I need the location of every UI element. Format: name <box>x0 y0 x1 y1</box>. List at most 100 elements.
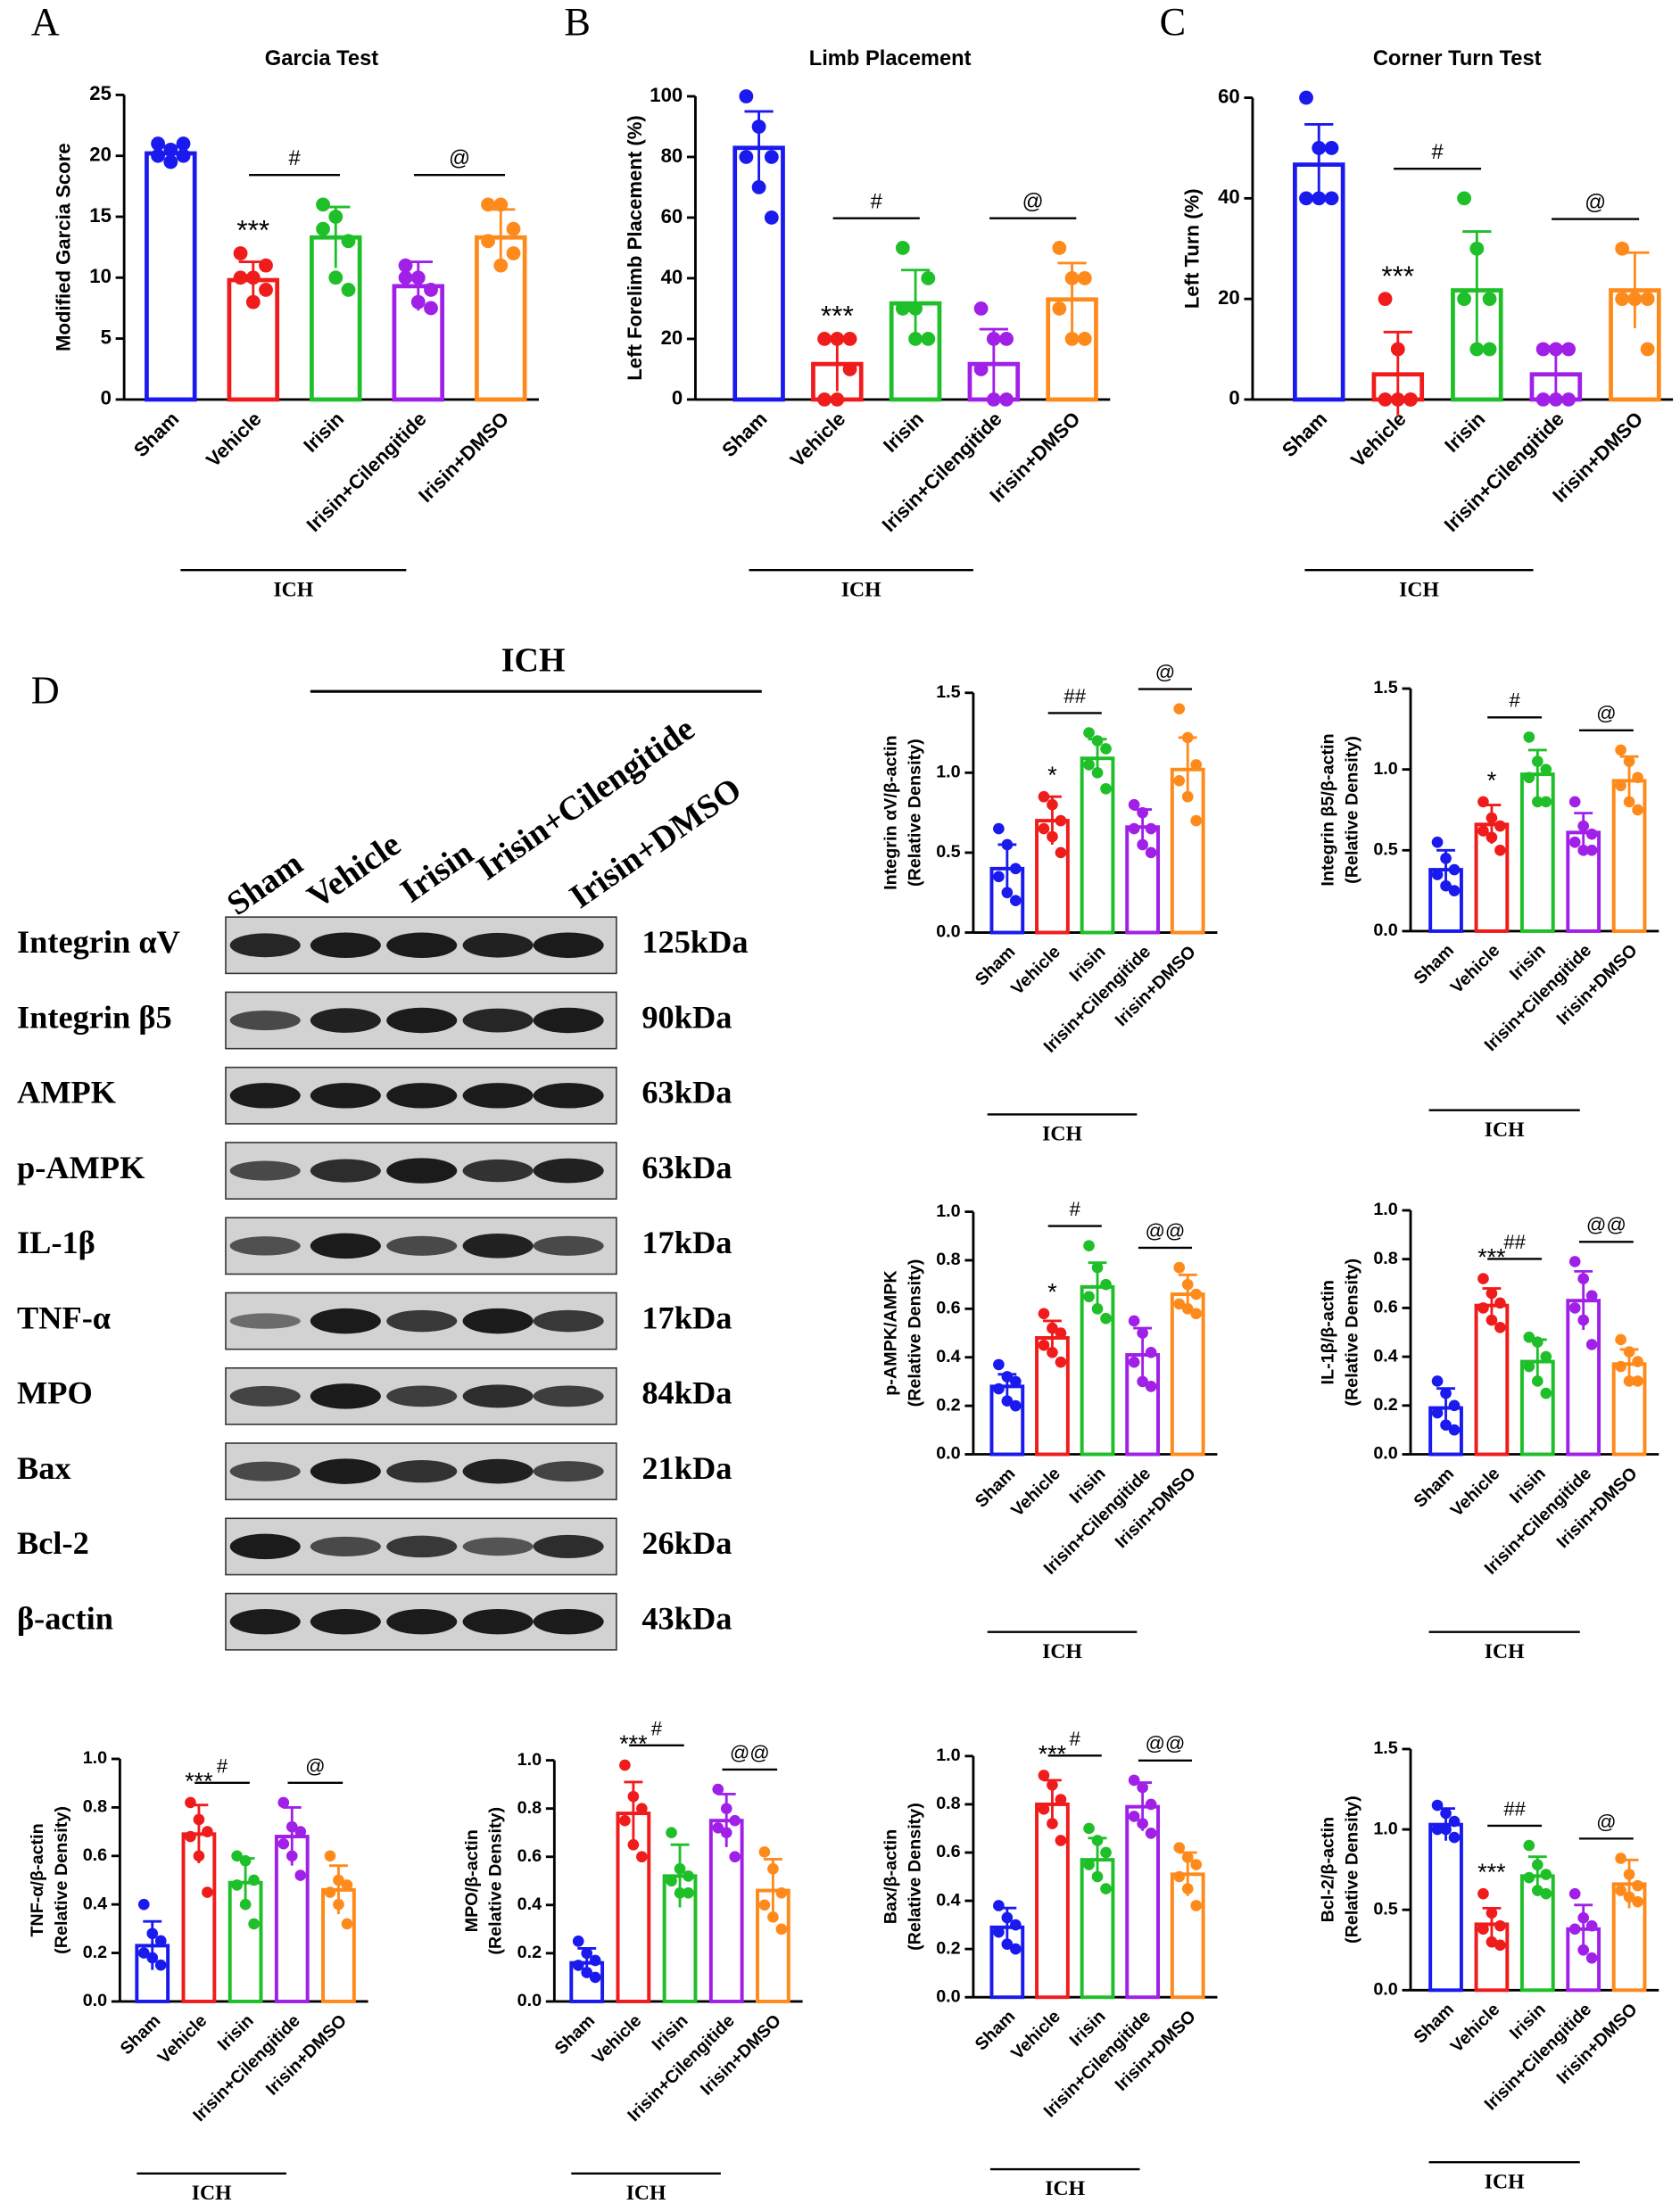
data-point <box>1091 735 1104 747</box>
size-label: 125kDa <box>641 924 748 960</box>
data-point <box>1137 838 1148 851</box>
data-point <box>908 332 923 346</box>
data-point <box>1623 755 1635 767</box>
data-point <box>1083 727 1095 739</box>
data-point <box>1431 869 1444 880</box>
data-point <box>1077 271 1092 285</box>
data-point <box>328 270 343 285</box>
y-axis-label: Integrin αV/β-actin <box>881 735 900 889</box>
data-point <box>1448 1399 1461 1412</box>
data-point <box>842 362 857 376</box>
data-point <box>1494 1297 1506 1309</box>
y-tick-label: 80 <box>661 144 683 167</box>
y-axis-label: Left Forelimb Placement (%) <box>624 115 646 381</box>
y-tick-label: 60 <box>1218 85 1240 107</box>
data-point <box>1615 780 1626 792</box>
data-point <box>572 1960 584 1971</box>
data-point <box>775 1923 788 1936</box>
size-label: 63kDa <box>641 1150 732 1185</box>
data-point <box>233 270 248 285</box>
data-point <box>1540 1869 1552 1880</box>
data-point <box>1531 1885 1543 1896</box>
blot-band <box>462 1234 534 1259</box>
data-point <box>1477 1302 1489 1314</box>
y-axis-label: (Relative Density) <box>905 739 924 887</box>
data-point <box>1378 292 1393 307</box>
bar <box>1566 1927 1601 1993</box>
blot-band <box>310 1608 381 1635</box>
data-point <box>993 822 1005 835</box>
blot-band <box>386 1385 458 1407</box>
data-point <box>1531 755 1543 767</box>
data-point <box>1038 1339 1050 1351</box>
protein-label: MPO <box>17 1375 93 1411</box>
data-point <box>619 1814 631 1827</box>
data-point <box>729 1851 741 1863</box>
data-point <box>1010 1399 1022 1412</box>
y-tick-label: 1.0 <box>1373 1200 1397 1219</box>
significance: # <box>288 147 301 170</box>
data-point <box>1064 271 1080 285</box>
group-label: ICH <box>1399 578 1439 601</box>
significance: * <box>1047 762 1057 788</box>
y-tick-label: 1.0 <box>936 1746 960 1765</box>
data-point <box>1055 846 1067 859</box>
data-point <box>758 1846 771 1858</box>
data-point <box>666 1875 677 1887</box>
blot-band <box>229 1010 301 1031</box>
y-tick-label: 1.0 <box>936 763 960 782</box>
data-point <box>1001 838 1014 851</box>
significance: @@ <box>1145 1219 1185 1242</box>
data-point <box>1181 1303 1194 1315</box>
data-point <box>921 332 936 346</box>
data-point <box>1440 1823 1452 1836</box>
data-point <box>1047 1779 1058 1791</box>
blot-band <box>386 1309 458 1333</box>
y-tick-label: 0.0 <box>83 1991 107 2010</box>
protein-label: β-actin <box>17 1601 113 1637</box>
y-tick-label: 0.2 <box>83 1943 107 1962</box>
data-point <box>1137 806 1148 819</box>
significance: @ <box>1596 702 1616 724</box>
data-point <box>1055 1327 1067 1339</box>
data-point <box>137 1898 150 1911</box>
data-point <box>1577 820 1590 832</box>
data-point <box>1324 141 1339 155</box>
blot-band <box>386 1158 458 1184</box>
data-point <box>1486 1314 1498 1326</box>
y-tick-label: 10 <box>89 265 112 287</box>
bar <box>1125 825 1160 935</box>
data-point <box>1448 863 1461 876</box>
data-point <box>1632 1375 1643 1387</box>
blot-band <box>310 1383 381 1409</box>
size-label: 90kDa <box>641 999 732 1035</box>
data-point <box>1615 1885 1626 1896</box>
data-point <box>1477 796 1489 808</box>
significance: @ <box>1155 661 1175 683</box>
y-axis-label: (Relative Density) <box>1342 736 1361 884</box>
data-point <box>683 1886 694 1899</box>
data-point <box>424 283 438 297</box>
chart-title: Corner Turn Test <box>1373 47 1542 70</box>
data-point <box>481 234 495 249</box>
data-point <box>1173 1298 1186 1310</box>
data-point <box>1001 1371 1014 1382</box>
y-axis-label: (Relative Density) <box>52 1806 71 1954</box>
y-tick-label: 0.5 <box>1373 840 1397 860</box>
data-point <box>1010 1375 1022 1388</box>
group-label: ICH <box>1042 1640 1082 1663</box>
y-axis-label: Left Turn (%) <box>1180 188 1203 309</box>
data-point <box>619 1759 631 1771</box>
data-point <box>341 1879 353 1891</box>
data-point <box>1615 1853 1626 1864</box>
significance: ## <box>1063 685 1086 707</box>
size-label: 17kDa <box>641 1225 732 1260</box>
data-point <box>1083 1291 1095 1303</box>
blot-band <box>386 1535 458 1558</box>
y-tick-label: 0.4 <box>83 1894 107 1913</box>
data-point <box>1001 1938 1014 1951</box>
blot-band <box>533 1158 604 1184</box>
data-point <box>581 1947 593 1960</box>
data-point <box>1431 1407 1444 1419</box>
data-point <box>1568 836 1581 848</box>
